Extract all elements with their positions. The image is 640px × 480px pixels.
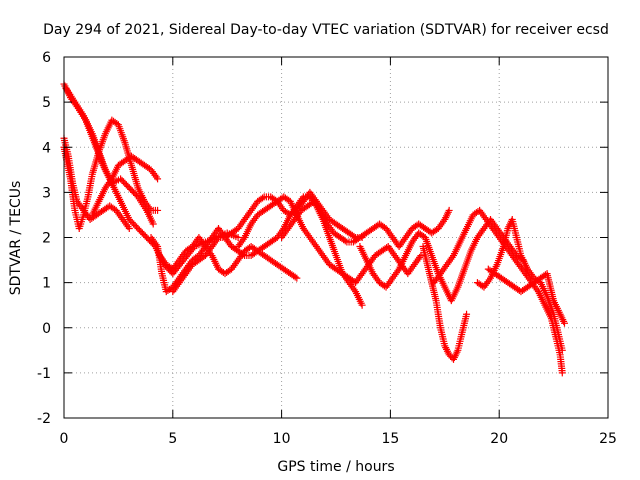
- x-tick-label: 25: [599, 431, 617, 447]
- data-point: [259, 194, 267, 202]
- x-tick-label: 20: [490, 431, 508, 447]
- data-point: [167, 264, 175, 272]
- data-point: [149, 220, 157, 228]
- series-track-8: [169, 188, 366, 296]
- y-tick-label: 2: [42, 231, 51, 247]
- data-point: [226, 266, 234, 274]
- y-tick-label: 4: [42, 140, 51, 156]
- chart-title: Day 294 of 2021, Sidereal Day-to-day VTE…: [43, 22, 609, 38]
- data-point: [309, 199, 317, 207]
- data-point: [560, 319, 568, 327]
- data-point: [154, 175, 162, 183]
- y-axis-label: SDTVAR / TECUs: [8, 181, 24, 296]
- y-tick-label: 6: [42, 50, 51, 66]
- tick-marks: [63, 56, 609, 419]
- tick-labels: 0 5 10 15 20 25 -2 -1 0 1 2 3 4 5 6: [37, 50, 617, 447]
- series-track-7: [156, 234, 301, 282]
- x-tick-label: 5: [168, 431, 177, 447]
- x-axis-label: GPS time / hours: [277, 459, 394, 475]
- data-layer: [60, 80, 568, 377]
- x-tick-label: 15: [381, 431, 399, 447]
- series-track-9: [234, 193, 425, 287]
- x-tick-label: 0: [60, 431, 69, 447]
- data-point: [558, 346, 566, 354]
- data-point: [154, 206, 162, 214]
- data-point: [474, 208, 482, 216]
- y-tick-label: 3: [42, 185, 51, 201]
- series-track-15: [484, 265, 568, 327]
- data-point: [291, 273, 299, 281]
- y-tick-label: -2: [37, 411, 51, 427]
- y-tick-label: -1: [37, 366, 51, 382]
- y-tick-label: 1: [42, 276, 51, 292]
- series-track-4: [60, 116, 162, 232]
- series-track-14: [473, 215, 566, 354]
- data-point: [445, 206, 453, 214]
- series-track-5: [88, 152, 162, 219]
- data-point: [417, 252, 425, 260]
- data-point: [383, 244, 391, 252]
- data-point: [558, 369, 566, 377]
- y-tick-label: 5: [42, 95, 51, 111]
- data-point: [463, 310, 471, 318]
- data-point: [234, 234, 242, 241]
- series-track-10: [278, 197, 453, 251]
- data-point: [341, 237, 349, 245]
- data-point: [125, 224, 133, 232]
- series-track-12: [419, 243, 471, 363]
- y-tick-label: 0: [42, 321, 51, 337]
- data-point: [478, 282, 486, 290]
- data-point: [358, 301, 366, 309]
- x-tick-label: 10: [273, 431, 291, 447]
- data-point: [350, 277, 358, 285]
- data-point: [380, 282, 388, 290]
- data-point: [293, 274, 301, 282]
- data-point: [145, 165, 153, 173]
